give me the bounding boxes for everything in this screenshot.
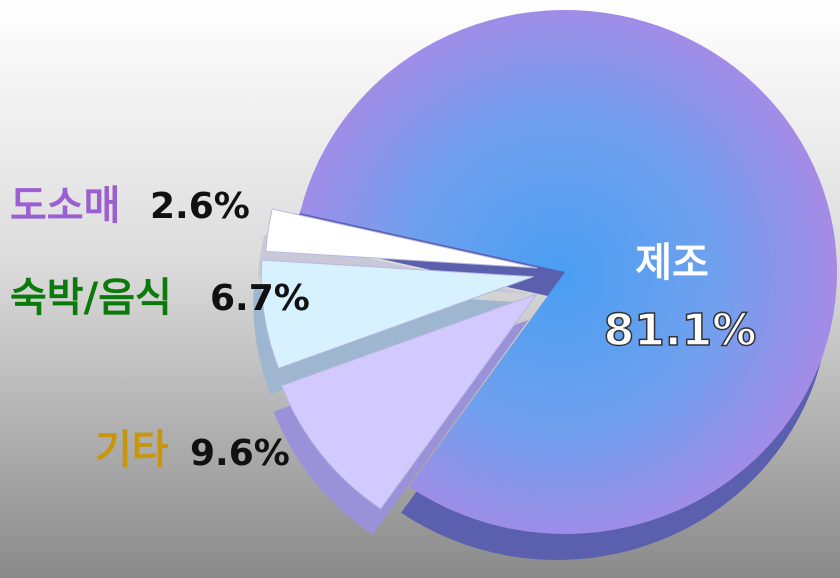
value-label: 81.1% (604, 305, 757, 356)
value-label: 9.6% (190, 433, 290, 474)
category-label: 숙박/음식 (10, 275, 172, 321)
category-label: 도소매 (10, 183, 120, 229)
slice (281, 293, 538, 510)
slice (265, 208, 538, 269)
value-label: 2.6% (150, 186, 250, 227)
slice (260, 259, 534, 369)
slice (299, 9, 838, 534)
value-label: 6.7% (210, 278, 310, 319)
labels: 제조 81.1% 기타 9.6% 숙박/음식 6.7% 도소매 2.6% (10, 183, 757, 474)
category-label: 기타 (95, 427, 169, 473)
category-label: 제조 (635, 240, 709, 286)
pie (260, 9, 838, 534)
